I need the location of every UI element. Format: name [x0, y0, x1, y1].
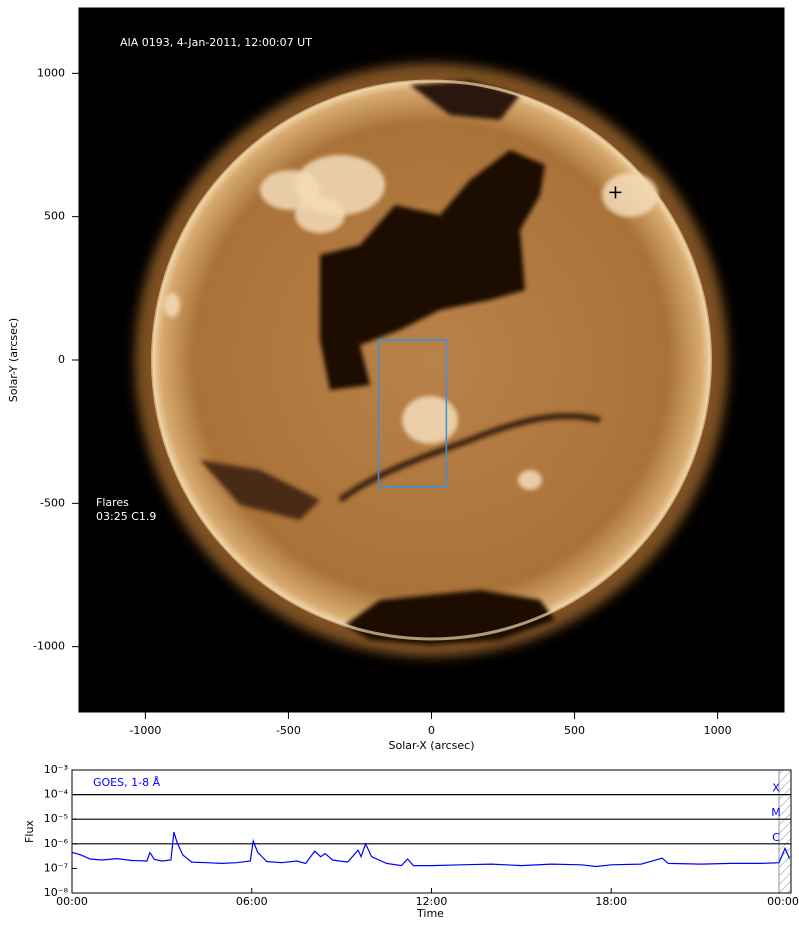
x-tick-label: -1000 [129, 724, 161, 737]
x-axis-label: Solar-X (arcsec) [389, 739, 475, 752]
active-region [402, 396, 458, 444]
y-axis-label: Solar-Y (arcsec) [7, 318, 20, 402]
active-region [518, 470, 542, 490]
annotation: 03:25 C1.9 [96, 510, 156, 523]
no-data-region [778, 769, 792, 894]
coronal-hole [200, 460, 320, 520]
y-tick-label: -500 [40, 496, 65, 509]
filament [338, 413, 601, 503]
x-axis-label: Time [416, 907, 444, 920]
x-tick-label: -500 [276, 724, 301, 737]
x-tick-label: 500 [564, 724, 585, 737]
coronal-hole [320, 150, 545, 390]
y-tick-label: 10⁻⁵ [44, 812, 68, 825]
x-tick-label: 1000 [704, 724, 732, 737]
y-tick-label: 10⁻³ [44, 763, 68, 776]
disk [152, 81, 711, 639]
y-tick-label: 0 [58, 353, 65, 366]
y-tick-label: 10⁻⁴ [44, 788, 69, 801]
class-label: C [772, 831, 780, 844]
image-title: AIA 0193, 4-Jan-2011, 12:00:07 UT [120, 36, 312, 49]
x-tick-label: 12:00 [416, 895, 448, 908]
class-label: M [771, 806, 781, 819]
active-region [164, 293, 180, 317]
solar-image-panel: AIA 0193, 4-Jan-2011, 12:00:07 UTFlares0… [7, 7, 785, 752]
coronal-hole [410, 80, 520, 120]
y-tick-label: 1000 [37, 66, 65, 79]
disk-features [164, 80, 658, 645]
x-tick-label: 0 [428, 724, 435, 737]
y-tick-label: 500 [44, 210, 65, 223]
marker [609, 186, 622, 199]
active-region [260, 170, 320, 210]
x-tick-label: 00:00 [767, 895, 799, 908]
flux-line [71, 831, 791, 868]
x-tick-label: 18:00 [595, 895, 627, 908]
active-region [602, 173, 658, 217]
class-label: X [772, 782, 780, 795]
sun-image [116, 44, 747, 676]
series-label: GOES, 1-8 Å [93, 776, 161, 789]
y-axis-label: Flux [23, 820, 36, 843]
y-tick-label: 10⁻⁷ [44, 861, 68, 874]
y-tick-label: 10⁻⁶ [44, 837, 69, 850]
y-tick-label: -1000 [33, 640, 65, 653]
annotation: Flares [96, 496, 129, 509]
limb [151, 79, 712, 641]
y-tick-label: 10⁻⁸ [44, 886, 69, 899]
region-box [377, 339, 448, 488]
x-tick-label: 06:00 [236, 895, 268, 908]
x-tick-label: 00:00 [56, 895, 88, 908]
plot-frame [71, 769, 792, 894]
